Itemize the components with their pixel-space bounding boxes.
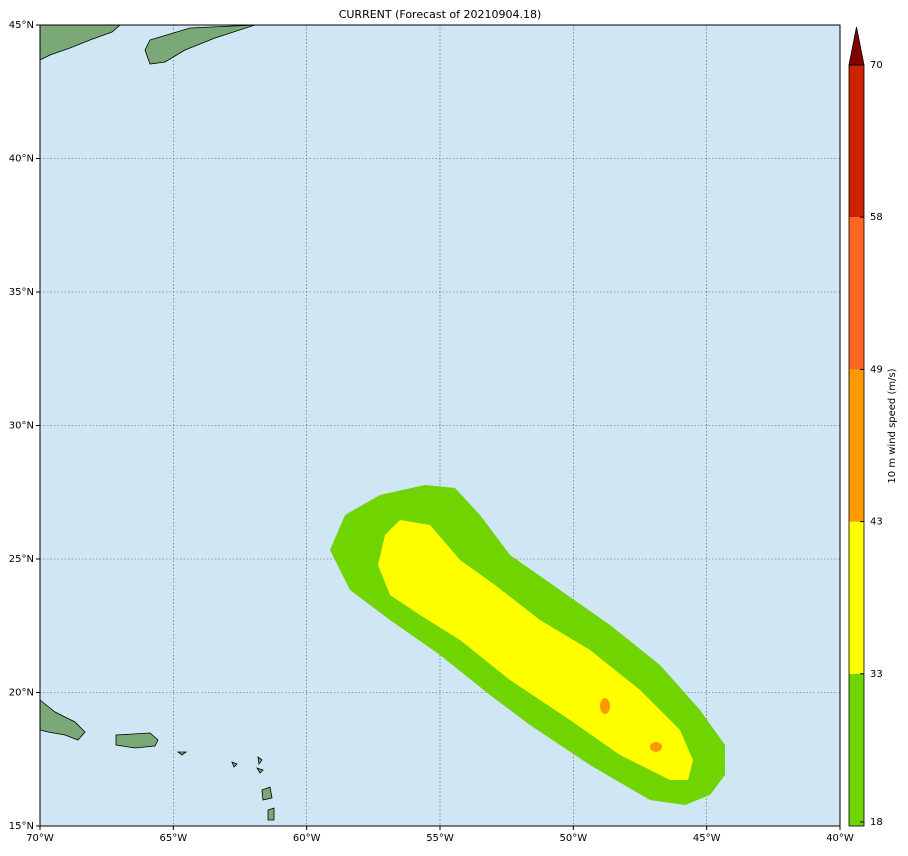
land xyxy=(176,751,275,821)
lon-tick-label: 65°W xyxy=(160,833,188,844)
land xyxy=(39,24,122,61)
colorbar-segment xyxy=(849,217,864,370)
colorbar-tick-label: 49 xyxy=(870,364,883,375)
lat-tick-label: 25°N xyxy=(9,554,34,565)
lon-tick-label: 45°W xyxy=(693,833,721,844)
lon-tick-label: 50°W xyxy=(560,833,588,844)
colorbar-tick-label: 18 xyxy=(870,817,883,828)
colorbar-tick-label: 70 xyxy=(870,60,883,71)
land xyxy=(115,732,159,749)
wind-swath-orange xyxy=(650,742,662,752)
lon-tick-label: 70°W xyxy=(26,833,54,844)
lat-tick-label: 20°N xyxy=(9,688,34,699)
lat-tick-label: 30°N xyxy=(9,421,34,432)
land xyxy=(144,24,256,65)
lon-tick-label: 40°W xyxy=(826,833,854,844)
colorbar-label: 10 m wind speed (m/s) xyxy=(887,368,898,483)
land xyxy=(39,699,86,741)
colorbar-segment xyxy=(849,673,864,826)
colorbar-extension xyxy=(848,26,865,66)
colorbar-segment xyxy=(849,65,864,218)
lat-tick-label: 15°N xyxy=(9,821,34,832)
lon-tick-label: 55°W xyxy=(426,833,454,844)
lat-tick-label: 40°N xyxy=(9,154,34,165)
map-title: CURRENT (Forecast of 20210904.18) xyxy=(339,8,542,21)
lon-tick-label: 60°W xyxy=(293,833,321,844)
wind-swath-orange xyxy=(600,698,610,714)
colorbar-frame xyxy=(848,64,865,827)
colorbar-segment xyxy=(849,521,864,674)
lat-tick-label: 35°N xyxy=(9,287,34,298)
colorbar-tick-label: 58 xyxy=(870,212,883,223)
colorbar-tick-label: 33 xyxy=(870,669,883,680)
lat-tick-label: 45°N xyxy=(9,20,34,31)
colorbar-segment xyxy=(849,369,864,522)
colorbar-tick-label: 43 xyxy=(870,517,883,528)
wind-swath-yellow xyxy=(378,520,693,780)
